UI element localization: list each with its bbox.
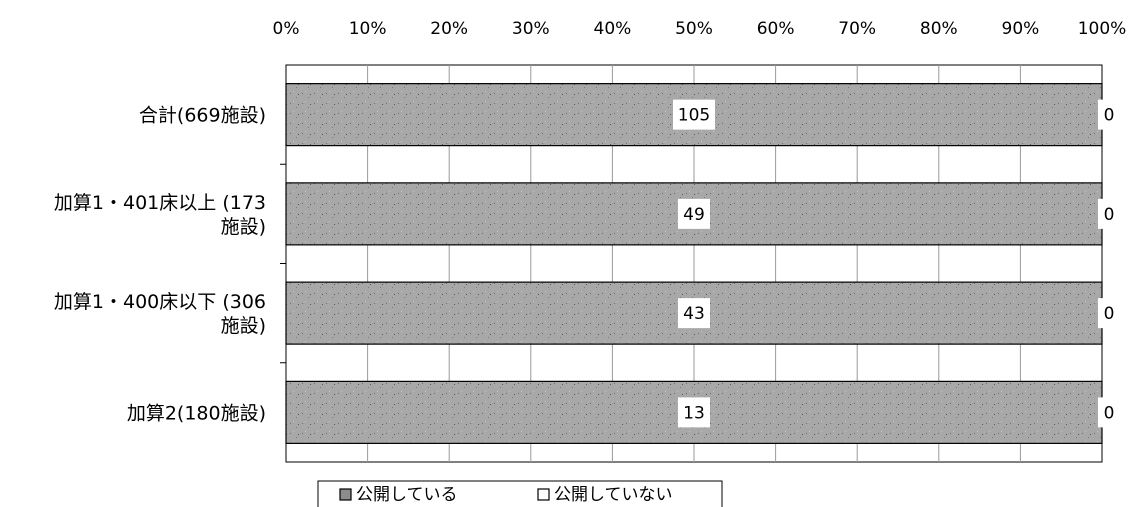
data-label-box: [678, 397, 710, 428]
x-tick-label: 0%: [273, 19, 300, 39]
legend-swatch: [339, 488, 352, 501]
data-label: 0: [1104, 403, 1115, 423]
data-label-box: [678, 198, 710, 229]
data-label: 0: [1104, 205, 1115, 225]
data-label-box: [1098, 298, 1120, 329]
x-tick-label: 60%: [757, 19, 795, 39]
data-label: 43: [683, 304, 705, 324]
x-tick-label: 20%: [430, 19, 468, 39]
x-tick-label: 10%: [349, 19, 387, 39]
x-tick-label: 90%: [1002, 19, 1040, 39]
data-label-box: [1098, 99, 1120, 130]
x-tick-label: 80%: [920, 19, 958, 39]
category-label: 加算2(180施設): [127, 402, 266, 424]
x-tick-label: 70%: [838, 19, 876, 39]
bars: [285, 83, 1103, 444]
legend: 公開している 公開していない: [317, 480, 723, 507]
x-tick-labels: 0% 10% 20% 30% 40% 50% 60% 70% 80% 90% 100%: [273, 19, 1127, 39]
category-label: 加算1・401床以上 (173: [54, 192, 266, 214]
data-label-box: [1098, 198, 1120, 229]
legend-label: 公開していない: [554, 485, 673, 505]
data-label-box: [678, 298, 710, 329]
category-label: 施設): [221, 315, 266, 337]
x-tick-label: 50%: [675, 19, 713, 39]
data-labels: 105 0 49 0 43 0 13 0: [673, 99, 1120, 428]
data-label-box: [1098, 397, 1120, 428]
bar-segment: [285, 380, 1103, 444]
data-label: 49: [683, 205, 705, 225]
legend-label: 公開している: [356, 485, 458, 505]
x-tick-label: 40%: [594, 19, 632, 39]
x-tick-label: 100%: [1078, 19, 1127, 39]
data-label: 0: [1104, 304, 1115, 324]
x-tick-label: 30%: [512, 19, 550, 39]
category-label: 施設): [221, 216, 266, 238]
category-label: 合計(669施設): [139, 105, 266, 127]
data-label: 0: [1104, 106, 1115, 126]
data-label-box: [673, 99, 715, 130]
data-label: 105: [678, 106, 710, 126]
legend-swatch: [537, 488, 550, 501]
data-label: 13: [683, 403, 705, 423]
legend-box: [317, 480, 723, 507]
category-label: 加算1・400床以下 (306: [54, 291, 266, 313]
